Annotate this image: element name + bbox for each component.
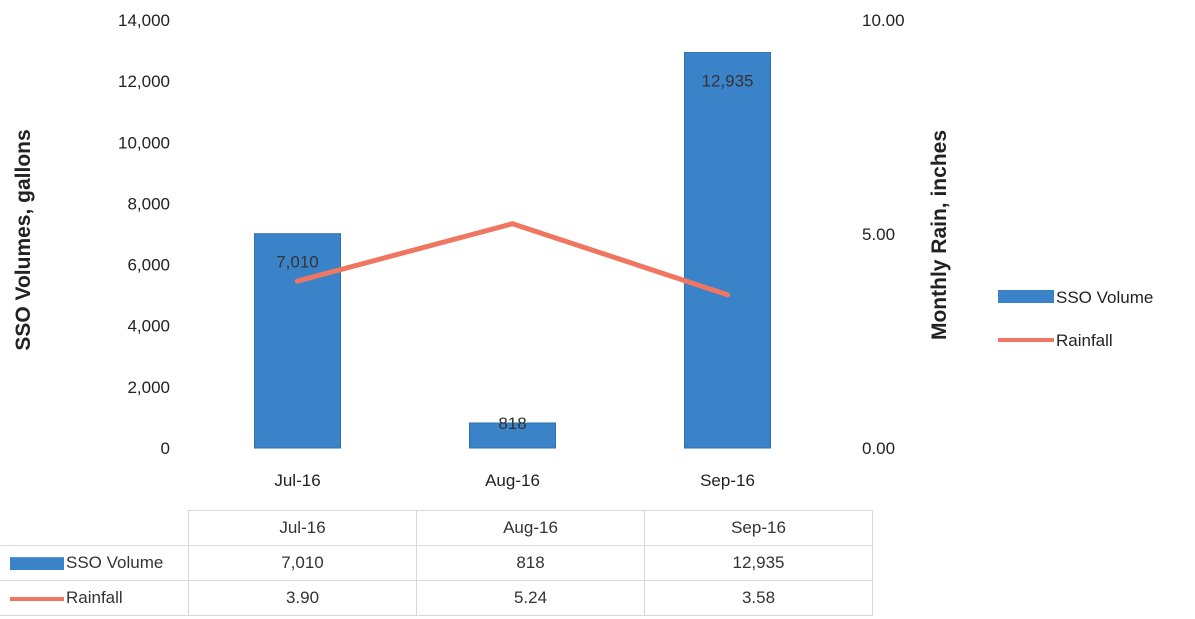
table-row-label: Rainfall: [66, 588, 123, 607]
table-row-header: SSO Volume: [0, 545, 189, 581]
table-cell: 7,010: [188, 545, 417, 581]
table-cell: 3.90: [188, 580, 417, 616]
y-tick-label: 12,000: [118, 72, 170, 91]
y2-tick-label: 5.00: [862, 225, 895, 244]
bar-data-label: 7,010: [276, 253, 319, 272]
y-tick-label: 14,000: [118, 11, 170, 30]
rainfall-point: [510, 221, 515, 227]
legend-key-sso-volume: [998, 290, 1054, 303]
legend-key-bar-icon: [10, 557, 64, 571]
legend-label-rainfall: Rainfall: [1056, 331, 1113, 350]
legend-label-sso-volume: SSO Volume: [1056, 288, 1153, 307]
bar-data-label: 12,935: [702, 72, 754, 91]
line-series: [295, 221, 730, 298]
y2-tick-label: 10.00: [862, 11, 905, 30]
bar-data-label: 818: [498, 414, 526, 433]
table-row-label: SSO Volume: [66, 553, 164, 572]
rainfall-line: [295, 221, 730, 298]
rainfall-point: [295, 278, 300, 284]
bar: [684, 52, 771, 449]
y-tick-label: 2,000: [127, 378, 170, 397]
left-axis-ticks: 0 2,000 4,000 6,000 8,000 10,000 12,000 14,000: [118, 11, 170, 458]
table-header-cell: Aug-16: [416, 510, 645, 546]
rainfall-point: [725, 292, 730, 298]
legend-key-line-icon: [10, 596, 64, 601]
x-axis-ticks: Jul-16 Aug-16 Sep-16: [274, 471, 755, 490]
y-tick-label: 0: [161, 439, 170, 458]
bar: [254, 233, 341, 449]
data-table: Jul-16 Aug-16 Sep-16 SSO Volume 7,010 81…: [0, 510, 873, 616]
x-tick-label: Aug-16: [485, 471, 540, 490]
y-tick-label: 8,000: [127, 194, 170, 213]
y-tick-label: 6,000: [127, 256, 170, 275]
bar-data-labels: 7,010 818 12,935: [276, 72, 753, 433]
x-tick-label: Jul-16: [274, 471, 320, 490]
table-corner: [0, 510, 189, 546]
combo-chart: 02,0004,0006,0008,00010,00012,00014,000 …: [12, 11, 1153, 490]
y2-tick-label: 0.00: [862, 439, 895, 458]
table-header-row: Jul-16 Aug-16 Sep-16: [0, 510, 873, 546]
y2-axis-title: Monthly Rain, inches: [928, 130, 951, 340]
legend: SSO Volume Rainfall: [998, 288, 1153, 350]
table-header-cell: Sep-16: [644, 510, 873, 546]
right-axis-ticks: 0.00 5.00 10.00: [862, 11, 905, 458]
table-cell: 3.58: [644, 580, 873, 616]
bar: [469, 422, 556, 449]
y-tick-label: 4,000: [127, 317, 170, 336]
table-cell: 5.24: [416, 580, 645, 616]
y-tick-label: 10,000: [118, 133, 170, 152]
y-axis-title: SSO Volumes, gallons: [12, 129, 35, 350]
table-row: SSO Volume 7,010 818 12,935: [0, 545, 873, 581]
x-tick-label: Sep-16: [700, 471, 755, 490]
table-row: Rainfall 3.90 5.24 3.58: [0, 580, 873, 616]
table-header-cell: Jul-16: [188, 510, 417, 546]
bar-series: [254, 52, 771, 449]
table-row-header: Rainfall: [0, 580, 189, 616]
table-cell: 818: [416, 545, 645, 581]
table-cell: 12,935: [644, 545, 873, 581]
